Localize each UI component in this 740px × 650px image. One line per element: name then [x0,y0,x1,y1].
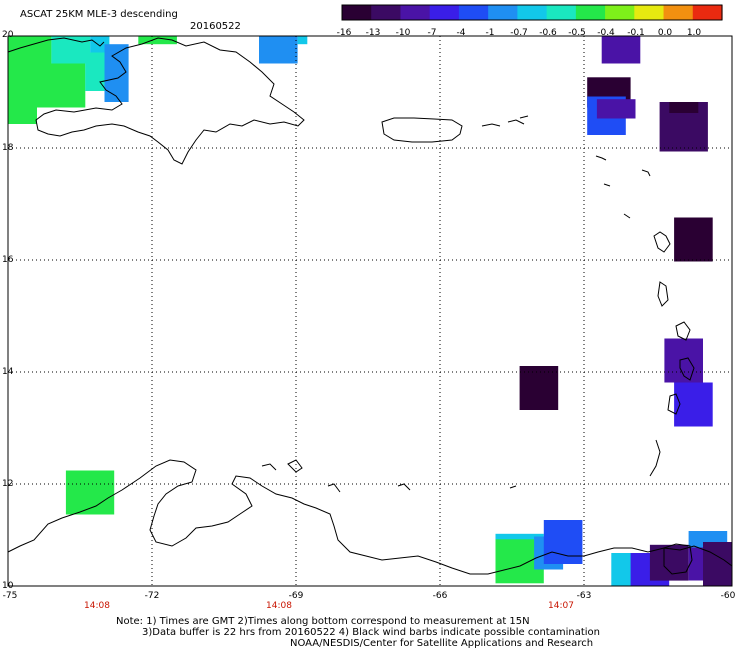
pass-time-label: 14:07 [548,601,574,611]
lon-label: -63 [577,591,592,601]
colorbar-swatch [692,5,723,20]
gridlines [8,36,732,586]
coastline-cuba-tip [7,37,105,53]
longitude-labels: -75 -72 -69 -66 -63 -60 [3,591,736,601]
colorbar-swatch [458,5,489,20]
colorbar-swatch [400,5,431,20]
colorbar-label: -0.5 [568,28,586,38]
colorbar-label: -1 [486,28,495,38]
colorbar-swatch [488,5,518,20]
colorbar-label: -10 [396,28,411,38]
footer-credit: NOAA/NESDIS/Center for Satellite Applica… [290,638,593,649]
colorbar-label: -0.4 [597,28,615,38]
map-frame [7,35,733,587]
colorbar-label: -0.6 [539,28,557,38]
colorbar-label: -0.7 [510,28,528,38]
colorbar-swatch [546,5,577,20]
wind-cell [543,520,583,564]
lon-label: -60 [721,591,736,601]
lat-label: 14 [2,367,14,377]
footer-notes: Note: 1) Times are GMT 2)Times along bot… [116,616,600,649]
pass-time-label: 14:08 [266,601,292,611]
colorbar-frame [341,4,723,21]
wind-cell [596,99,636,119]
coastline-puerto-rico [381,117,463,143]
map-title: ASCAT 25KM MLE-3 descending [20,9,178,20]
coastlines [7,37,733,575]
wind-cell [297,36,308,45]
wind-cell [51,36,90,64]
coastline-abc-islands [261,459,517,493]
map-date: 20160522 [190,21,241,32]
colorbar-label: -4 [457,28,466,38]
colorbar-swatch [517,5,548,20]
wind-cell [65,470,115,515]
lat-label: 20 [2,30,14,40]
lon-label: -75 [3,591,18,601]
lon-label: -66 [433,591,448,601]
coastline-lesser-antilles [595,155,695,477]
colorbar-swatch [429,5,460,20]
map-area [7,35,733,587]
wind-cell [649,544,689,581]
wind-cell [259,36,298,64]
colorbar: -16 -13 -10 -7 -4 -1 -0.7 -0.6 -0.5 -0.4… [337,4,723,38]
lon-label: -72 [145,591,160,601]
colorbar-swatch [663,5,694,20]
colorbar-label: -7 [428,28,437,38]
wind-cell [674,382,713,427]
colorbar-swatch [575,5,606,20]
wind-cell [703,542,732,586]
wind-cell [85,52,105,91]
colorbar-label: 0.0 [658,28,673,38]
lon-label: -69 [289,591,304,601]
wind-cell [669,102,699,113]
coastline-hispaniola [35,37,305,165]
colorbar-swatch [342,5,372,20]
lat-label: 10 [2,581,14,591]
wind-cell [138,36,177,45]
pass-times: 14:08 14:08 14:07 [84,601,574,611]
colorbar-swatches [342,5,723,20]
latitude-labels: 20 18 16 14 12 10 [2,30,14,591]
pass-time-label: 14:08 [84,601,110,611]
colorbar-swatch [371,5,402,20]
wind-cell [519,366,559,410]
coastline-virgin-islands [481,115,529,127]
wind-cell [37,63,86,108]
lat-label: 16 [2,255,14,265]
wind-cells [8,36,732,586]
lat-label: 18 [2,143,14,153]
colorbar-swatch [634,5,665,20]
wind-cell [674,217,713,262]
colorbar-labels: -16 -13 -10 -7 -4 -1 -0.7 -0.6 -0.5 -0.4… [337,28,702,38]
footer-note-line-1: Note: 1) Times are GMT 2)Times along bot… [116,616,530,627]
coastline-trinidad [663,543,693,575]
colorbar-label: -0.1 [627,28,645,38]
lat-label: 12 [2,479,13,489]
colorbar-label: -16 [337,28,352,38]
footer-note-line-2: 3)Data buffer is 22 hrs from 20160522 4)… [142,627,600,638]
colorbar-label: -13 [366,28,381,38]
colorbar-swatch [605,5,635,20]
wind-cell [601,36,641,64]
wind-cell [8,74,37,124]
coastline-south-america [7,459,733,575]
colorbar-label: 1.0 [687,28,702,38]
